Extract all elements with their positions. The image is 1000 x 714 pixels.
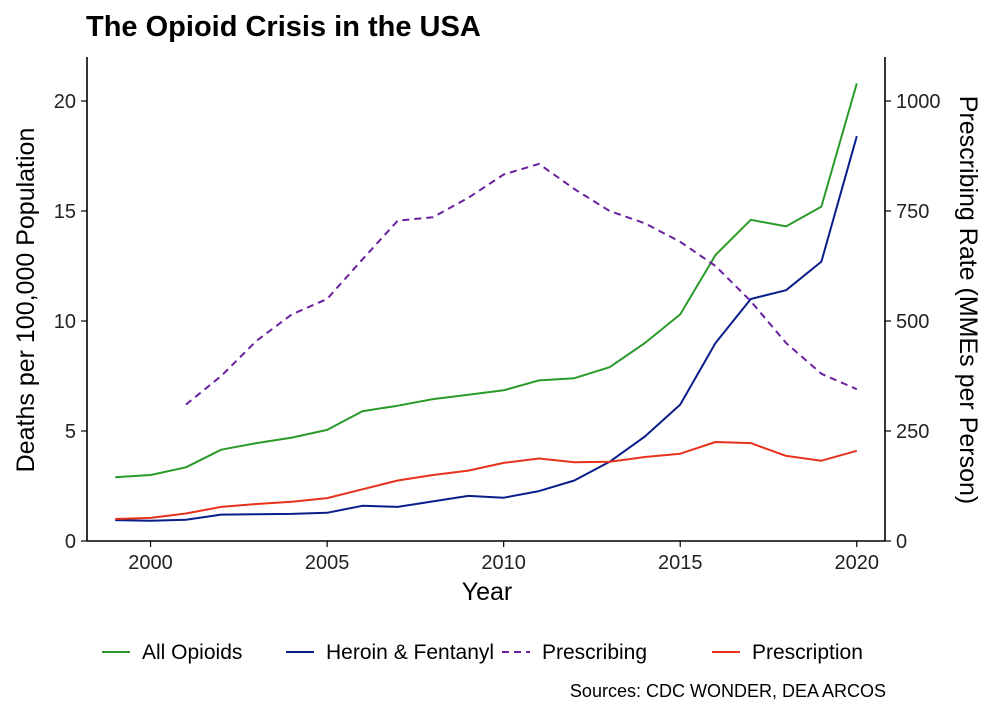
y-axis-title: Deaths per 100,000 Population bbox=[12, 128, 40, 473]
y-tick-label: 20 bbox=[54, 91, 76, 113]
legend: All Opioids Heroin & Fentanyl Prescribing P… bbox=[102, 641, 863, 664]
y-tick-label: 15 bbox=[54, 201, 76, 223]
axes: 2000 2005 2010 2015 2020 0 5 10 15 20 0 250 500 750 10… bbox=[54, 57, 941, 574]
y2-tick-label: 1000 bbox=[896, 91, 941, 113]
y-tick-label: 0 bbox=[65, 531, 76, 553]
y2-tick-label: 750 bbox=[896, 201, 929, 223]
series-line-all-opioids bbox=[115, 83, 858, 479]
y2-tick-label: 500 bbox=[896, 311, 929, 333]
series-line-prescription bbox=[115, 441, 858, 520]
y2-tick-label: 250 bbox=[896, 421, 929, 443]
legend-label: Prescription bbox=[752, 641, 863, 664]
x-tick-label: 2005 bbox=[305, 552, 350, 574]
y2-tick-label: 0 bbox=[896, 531, 907, 553]
x-tick-label: 2020 bbox=[835, 552, 880, 574]
x-tick-label: 2010 bbox=[481, 552, 526, 574]
chart-title: The Opioid Crisis in the USA bbox=[86, 11, 481, 43]
series-line-heroin-fentanyl bbox=[115, 135, 858, 522]
x-tick-label: 2000 bbox=[128, 552, 173, 574]
series-line-prescribing bbox=[185, 162, 858, 406]
legend-label: Heroin & Fentanyl bbox=[326, 641, 494, 664]
series-lines bbox=[115, 83, 858, 522]
y2-axis-title: Prescribing Rate (MMEs per Person) bbox=[954, 96, 982, 504]
source-note: Sources: CDC WONDER, DEA ARCOS bbox=[570, 681, 886, 701]
x-axis-title: Year bbox=[462, 578, 513, 606]
x-tick-label: 2015 bbox=[658, 552, 703, 574]
legend-label: All Opioids bbox=[142, 641, 242, 664]
y-tick-label: 5 bbox=[65, 421, 76, 443]
y-tick-label: 10 bbox=[54, 311, 76, 333]
legend-label: Prescribing bbox=[542, 641, 647, 664]
